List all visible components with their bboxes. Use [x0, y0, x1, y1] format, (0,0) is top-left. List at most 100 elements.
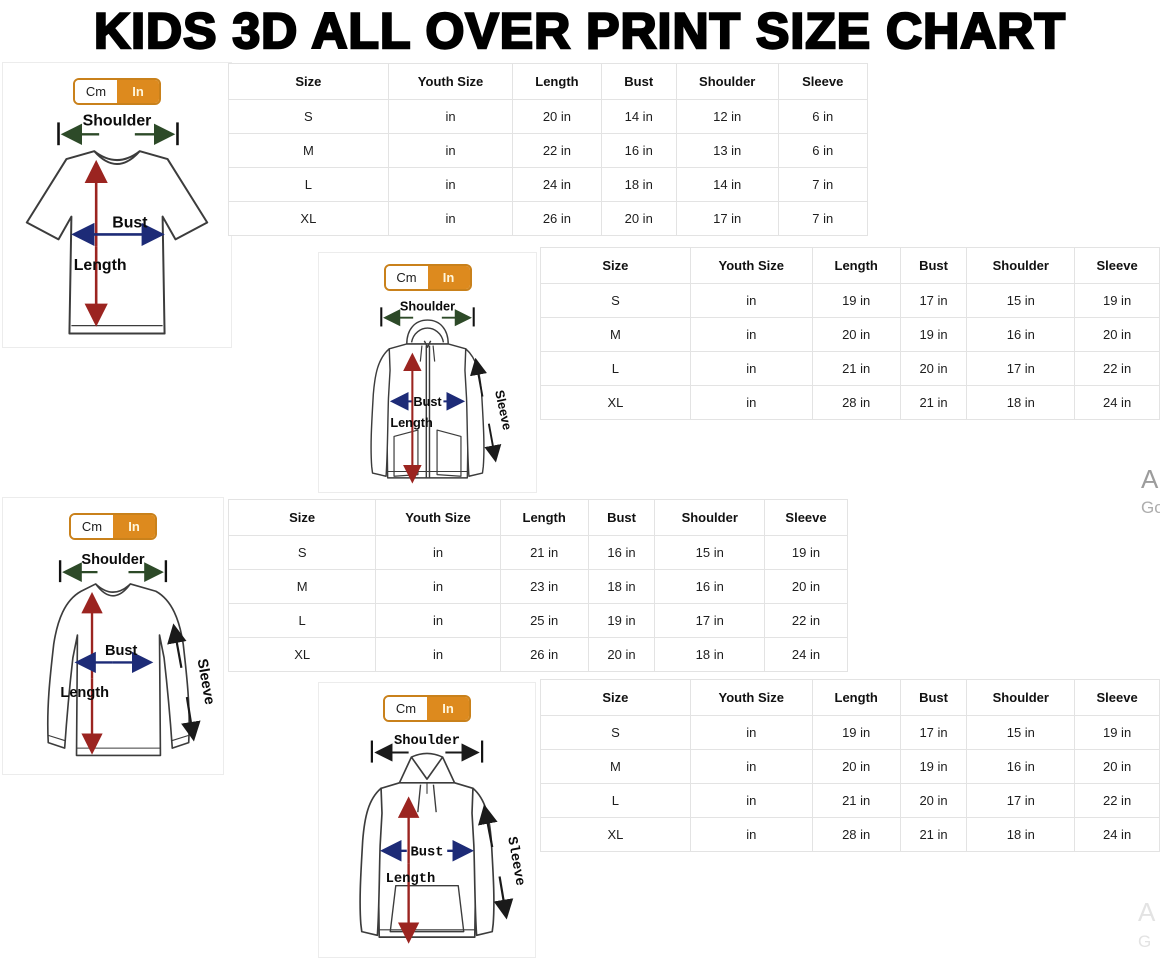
table-cell: 19 in	[1074, 283, 1160, 318]
hoodie-unit-toggle[interactable]: Cm In	[383, 695, 471, 722]
table-cell: M	[227, 569, 377, 604]
cm-toggle-button[interactable]: Cm	[385, 266, 428, 289]
table-cell: in	[387, 167, 514, 202]
table-cell: 21 in	[899, 385, 968, 420]
table-cell: 28 in	[811, 817, 901, 852]
length-measure-arrow: Length	[386, 796, 436, 944]
table-cell: 25 in	[499, 603, 589, 638]
cm-toggle-button[interactable]: Cm	[75, 80, 117, 103]
table-cell: 17 in	[899, 715, 968, 750]
cm-toggle-button[interactable]: Cm	[385, 697, 427, 720]
column-header: Youth Size	[689, 679, 813, 716]
table-cell: 6 in	[777, 99, 868, 134]
table-cell: L	[540, 351, 691, 386]
table-cell: L	[227, 603, 377, 638]
column-header: Shoulder	[654, 499, 766, 536]
in-toggle-button[interactable]: In	[113, 515, 155, 538]
bust-measure-arrow: Bust	[74, 643, 154, 674]
table-cell: XL	[227, 637, 377, 672]
table-cell: 17 in	[654, 603, 766, 638]
table-cell: 15 in	[966, 715, 1076, 750]
table-cell: 20 in	[600, 201, 677, 236]
length-label: Length	[390, 415, 432, 430]
table-cell: 24 in	[512, 167, 602, 202]
length-measure-arrow: Length	[390, 352, 433, 484]
bust-label: Bust	[112, 214, 148, 231]
table-cell: 19 in	[899, 749, 968, 784]
table-cell: 21 in	[899, 817, 968, 852]
tshirt-diagram-panel: Cm In Shoulder	[2, 62, 232, 348]
column-header: Shoulder	[675, 63, 779, 100]
table-cell: in	[689, 317, 813, 352]
table-cell: S	[540, 283, 691, 318]
table-cell: 22 in	[1074, 351, 1160, 386]
table-cell: 24 in	[1074, 385, 1160, 420]
tshirt-measurement-diagram: Shoulder Length Bust	[25, 112, 209, 335]
tshirt-outline	[25, 150, 209, 335]
table-cell: 17 in	[675, 201, 779, 236]
column-header: Length	[811, 679, 901, 716]
sleeve-label: Sleeve	[492, 389, 515, 432]
table-cell: in	[375, 637, 501, 672]
length-label: Length	[60, 685, 109, 701]
table-cell: 7 in	[777, 201, 868, 236]
table-cell: in	[387, 99, 514, 134]
table-cell: in	[689, 817, 813, 852]
table-cell: 26 in	[512, 201, 602, 236]
table-row: XL in 26 in 20 in 17 in 7 in	[228, 201, 868, 236]
bust-measure-arrow: Bust	[379, 840, 475, 862]
long-sleeve-measurement-diagram: Shoulder Length Bust Sleeve	[46, 552, 218, 757]
table-cell: M	[228, 133, 389, 168]
cm-toggle-button[interactable]: Cm	[71, 515, 113, 538]
column-header: Sleeve	[764, 499, 848, 536]
table-cell: S	[227, 535, 377, 570]
table-cell: 24 in	[1074, 817, 1160, 852]
table-cell: 22 in	[764, 603, 848, 638]
tshirt-unit-toggle[interactable]: Cm In	[73, 78, 161, 105]
zip-hoodie-diagram-panel: Cm In	[318, 252, 537, 493]
column-header: Sleeve	[1074, 679, 1160, 716]
table-cell: XL	[540, 385, 691, 420]
in-toggle-button[interactable]: In	[427, 266, 470, 289]
table-cell: XL	[540, 817, 691, 852]
column-header: Sleeve	[1074, 247, 1160, 284]
length-label: Length	[386, 871, 436, 887]
in-toggle-button[interactable]: In	[427, 697, 469, 720]
long-sleeve-unit-toggle[interactable]: Cm In	[69, 513, 157, 540]
shoulder-measure-arrow: Shoulder	[380, 299, 475, 327]
shoulder-label: Shoulder	[394, 733, 460, 749]
zip-hoodie-measurement-diagram: Shoulder Length Bust Sleeve	[370, 299, 515, 484]
table-cell: 19 in	[587, 603, 656, 638]
table-cell: 14 in	[600, 99, 677, 134]
table-cell: 16 in	[587, 535, 656, 570]
zip-hoodie-unit-toggle[interactable]: Cm In	[383, 264, 472, 291]
sleeve-label: Sleeve	[194, 658, 218, 706]
table-cell: 19 in	[1074, 715, 1160, 750]
zip-hoodie-outline	[370, 319, 485, 479]
length-measure-arrow: Length	[60, 591, 109, 755]
column-header: Length	[811, 247, 901, 284]
in-toggle-button[interactable]: In	[117, 80, 159, 103]
table-cell: 18 in	[966, 385, 1076, 420]
table-cell: 18 in	[600, 167, 677, 202]
bust-label: Bust	[413, 394, 442, 409]
table-cell: 21 in	[811, 351, 901, 386]
table-row: XL in 28 in 21 in 18 in 24 in	[540, 817, 1160, 852]
table-cell: 20 in	[1074, 749, 1160, 784]
column-header: Youth Size	[375, 499, 501, 536]
table-cell: 22 in	[1074, 783, 1160, 818]
table-cell: 18 in	[587, 569, 656, 604]
column-header: Size	[227, 499, 377, 536]
table-cell: 21 in	[499, 535, 589, 570]
